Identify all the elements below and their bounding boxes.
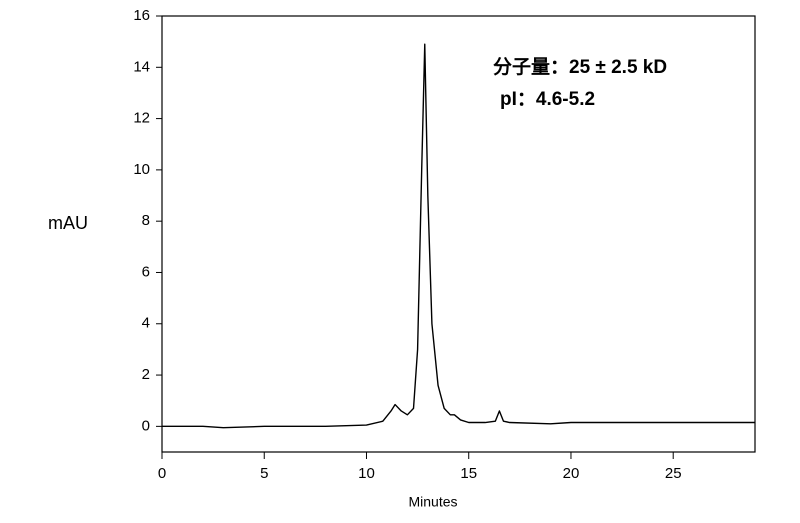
annotation: pI：4.6-5.2 xyxy=(500,89,595,110)
x-tick-label: 10 xyxy=(358,465,375,482)
y-tick-label: 14 xyxy=(133,58,150,75)
y-tick-label: 6 xyxy=(142,263,150,280)
y-tick-label: 0 xyxy=(142,417,150,434)
y-axis-label: mAU xyxy=(48,213,88,233)
y-tick-label: 4 xyxy=(142,315,150,332)
x-tick-label: 5 xyxy=(260,465,268,482)
y-tick-label: 8 xyxy=(142,212,150,229)
line xyxy=(162,43,755,429)
y-tick-label: 12 xyxy=(133,110,150,127)
plot-frame xyxy=(161,15,756,453)
x-tick-label: 25 xyxy=(665,465,682,482)
y-tick-label: 10 xyxy=(133,161,150,178)
y-tick-label: 16 xyxy=(133,7,150,24)
x-tick-label: 0 xyxy=(158,465,166,482)
x-axis-label: Minutes xyxy=(408,494,457,510)
y-tick-label: 2 xyxy=(142,366,150,383)
annotation: 分子量：25 ± 2.5 kD xyxy=(493,56,667,78)
x-tick-label: 20 xyxy=(563,465,580,482)
x-tick-label: 15 xyxy=(460,465,477,482)
